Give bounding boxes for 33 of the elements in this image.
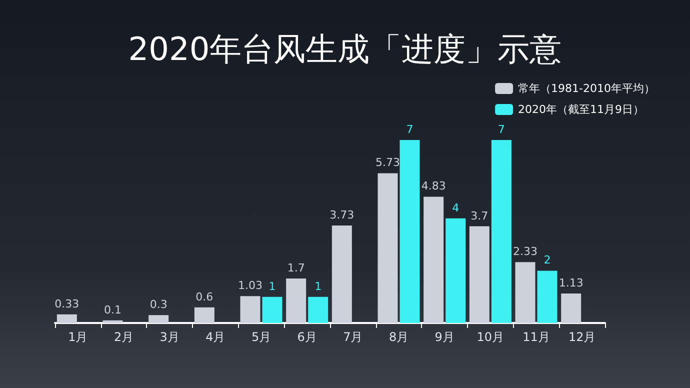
data-label: 3.73: [330, 208, 354, 222]
x-tick-label: 6月: [297, 330, 317, 344]
data-label: 0.6: [196, 290, 214, 304]
data-label: 0.1: [104, 303, 122, 316]
data-label: 4: [452, 201, 460, 214]
x-tick-label: 5月: [251, 330, 272, 344]
x-tick-label: 9月: [434, 330, 454, 344]
data-label: 1.7: [287, 262, 305, 275]
data-label: 0.33: [54, 297, 80, 310]
data-label: 1: [268, 280, 276, 293]
x-tick-label: 2月: [114, 330, 134, 344]
data-label: 2.33: [513, 245, 538, 258]
data-label: 2: [544, 254, 551, 267]
x-tick-label: 12月: [568, 330, 596, 344]
data-label: 7: [406, 123, 414, 136]
data-label: 0.3: [150, 298, 168, 312]
data-label: 1: [314, 280, 322, 293]
x-tick-label: 3月: [160, 330, 180, 344]
x-tick-label: 8月: [388, 330, 409, 344]
data-label: 4.83: [421, 180, 446, 193]
legend-label: 常年（1981-2010年平均）: [518, 82, 656, 95]
data-label: 3.7: [470, 209, 488, 222]
data-label: 1.13: [558, 276, 584, 290]
data-label: 1.03: [238, 279, 262, 292]
x-tick-label: 7月: [343, 330, 363, 344]
x-tick-label: 11月: [522, 330, 550, 344]
chart-title: 2020年台风生成「进度」示意: [128, 30, 562, 68]
data-label: 5.73: [376, 156, 400, 170]
legend-label: 2020年（截至11月9日）: [518, 103, 644, 116]
x-tick-label: 4月: [206, 330, 226, 344]
x-tick-label: 1月: [68, 330, 88, 344]
data-label: 7: [498, 123, 505, 136]
x-tick-label: 10月: [476, 330, 504, 344]
